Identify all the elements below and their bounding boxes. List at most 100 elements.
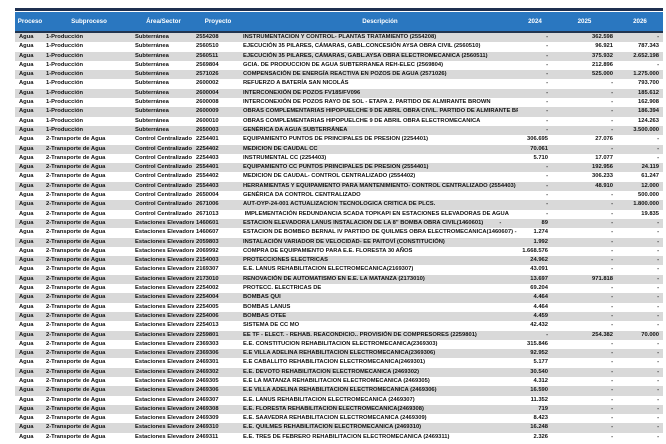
cell-2025: - — [611, 405, 613, 412]
cell-area-sector: Subterránea — [135, 52, 169, 59]
cell-2026: - — [657, 257, 659, 264]
cell-2025: - — [611, 396, 613, 403]
cell-descripcion: EE TF - ELECT. - REHAB. REACONDICIO.. PR… — [243, 331, 477, 338]
cell-descripcion: ESTACION DE BOMBEO BERNAL IV PARTIDO DE … — [243, 229, 517, 236]
cell-proyecto: 2554403 — [196, 182, 219, 189]
cell-2024: 16.590 — [530, 387, 548, 394]
cell-proyecto: 2554402 — [196, 173, 219, 180]
cell-2026: 793.700 — [638, 80, 659, 87]
cell-area-sector: Control Centralizado — [135, 164, 193, 171]
cell-proceso: Agua — [19, 126, 34, 133]
cell-proyecto: 2469305 — [196, 377, 219, 384]
cell-proceso: Agua — [19, 359, 34, 366]
cell-2026: - — [657, 415, 659, 422]
cell-proyecto: 2469302 — [196, 368, 219, 375]
cell-descripcion: BOMBAS LANUS — [243, 303, 291, 310]
cell-area-sector: Control Centralizado — [135, 154, 193, 161]
cell-2026: - — [657, 238, 659, 245]
cell-descripcion: E.E. DEVOTO REHABILITACION ELECTROMECANI… — [243, 368, 420, 375]
cell-2025: - — [611, 368, 613, 375]
cell-2026: - — [657, 247, 659, 254]
cell-subproceso: 2-Transporte de Agua — [46, 275, 106, 282]
cell-2024: 8.423 — [533, 415, 548, 422]
cell-area-sector: Estaciones Elevadoras — [135, 350, 194, 357]
cell-proyecto: 2600008 — [196, 99, 219, 106]
cell-area-sector: Estaciones Elevadoras — [135, 275, 194, 282]
cell-proyecto: 2650003 — [196, 126, 219, 133]
cell-proyecto: 2469309 — [196, 415, 219, 422]
table-row: Agua 1-Producción Subterránea 2569804 GCIA. … — [15, 61, 663, 70]
cell-subproceso: 2-Transporte de Agua — [46, 424, 106, 431]
cell-subproceso: 2-Transporte de Agua — [46, 303, 106, 310]
cell-area-sector: Estaciones Elevadoras — [135, 424, 194, 431]
cell-proceso: Agua — [19, 275, 34, 282]
cell-2026: - — [657, 396, 659, 403]
cell-subproceso: 2-Transporte de Agua — [46, 312, 106, 319]
cell-descripcion: MEDICION DE CAUDAL- CONTROL CENTRALIZADO… — [243, 173, 416, 180]
cell-proceso: Agua — [19, 415, 34, 422]
cell-2025: - — [611, 387, 613, 394]
cell-2026: 3.500.000 — [633, 126, 659, 133]
cell-subproceso: 2-Transporte de Agua — [46, 415, 106, 422]
cell-2026: - — [657, 219, 659, 226]
cell-subproceso: 1-Producción — [46, 117, 84, 124]
table-row: Agua 2-Transporte de Agua Estaciones Eleva… — [15, 311, 663, 322]
cell-2026: - — [657, 61, 659, 68]
cell-area-sector: Estaciones Elevadoras — [135, 322, 194, 329]
cell-2026: - — [657, 136, 659, 143]
cell-area-sector: Subterránea — [135, 108, 169, 115]
cell-proceso: Agua — [19, 99, 34, 106]
cell-descripcion: EQUIPAMIENTO CC PUNTOS PRINCIPALES DE PR… — [243, 164, 429, 171]
cell-proceso: Agua — [19, 117, 34, 124]
cell-2026: 1.800.000 — [633, 201, 659, 208]
cell-proceso: Agua — [19, 145, 34, 152]
cell-2026: 124.263 — [638, 117, 659, 124]
cell-2025: - — [611, 294, 613, 301]
cell-descripcion: INSTRUMENTAL CC (2254403) — [243, 154, 327, 161]
cell-descripcion: BOMBAS QUI — [243, 294, 281, 301]
cell-proceso: Agua — [19, 201, 34, 208]
cell-2026: - — [657, 433, 659, 440]
cell-2024: - — [546, 192, 548, 199]
cell-2024: 42.432 — [530, 322, 548, 329]
cell-2024: - — [546, 34, 548, 40]
cell-subproceso: 2-Transporte de Agua — [46, 294, 106, 301]
cell-descripcion: GENÉRICA DA CONTROL CENTRALIZADO — [243, 192, 361, 199]
cell-descripcion: INTERCONEXIÓN DE POZOS RAYO DE SOL - ETA… — [243, 99, 491, 106]
cell-2025: 212.896 — [592, 61, 613, 68]
cell-proyecto: 2173010 — [196, 275, 219, 282]
cell-proceso: Agua — [19, 164, 34, 171]
cell-proyecto: 2600002 — [196, 80, 219, 87]
cell-descripcion: BOMBAS OTEE — [243, 312, 287, 319]
cell-2025: 362.598 — [592, 34, 613, 40]
table-row: Agua 2-Transporte de Agua Control Centrali… — [15, 172, 663, 181]
table-row: Agua 2-Transporte de Agua Control Centrali… — [15, 154, 663, 163]
cell-proceso: Agua — [19, 219, 34, 226]
cell-subproceso: 1-Producción — [46, 89, 84, 96]
cell-2024: 306.695 — [527, 136, 548, 143]
cell-2025: - — [611, 433, 613, 440]
cell-proyecto: 2154003 — [196, 257, 219, 264]
col-header-area-sector: Área/Sector — [133, 12, 194, 33]
cell-proceso: Agua — [19, 71, 34, 78]
table-row: Agua 2-Transporte de Agua Estaciones Eleva… — [15, 218, 663, 229]
cell-2026: 185.612 — [638, 89, 659, 96]
cell-2026: - — [657, 145, 659, 152]
cell-proceso: Agua — [19, 377, 34, 384]
col-header-2025: 2025 — [552, 12, 617, 33]
cell-area-sector: Estaciones Elevadoras — [135, 377, 194, 384]
cell-area-sector: Estaciones Elevadoras — [135, 387, 194, 394]
cell-subproceso: 2-Transporte de Agua — [46, 145, 106, 152]
cell-subproceso: 2-Transporte de Agua — [46, 266, 106, 273]
cell-proyecto: 2600004 — [196, 89, 219, 96]
cell-2026: - — [657, 377, 659, 384]
cell-descripcion: OBRAS COMPLEMENTARIAS HIPOPUELCHE 9 DE A… — [243, 108, 518, 115]
cell-subproceso: 2-Transporte de Agua — [46, 229, 106, 236]
table-row: Agua 2-Transporte de Agua Control Centrali… — [15, 181, 663, 192]
cell-2026: 70.000 — [641, 331, 659, 338]
table-row: Agua 2-Transporte de Agua Estaciones Eleva… — [15, 377, 663, 386]
cell-proyecto: 2469310 — [196, 424, 219, 431]
cell-2025: 48.910 — [595, 182, 613, 189]
cell-2024: 5.177 — [533, 359, 548, 366]
